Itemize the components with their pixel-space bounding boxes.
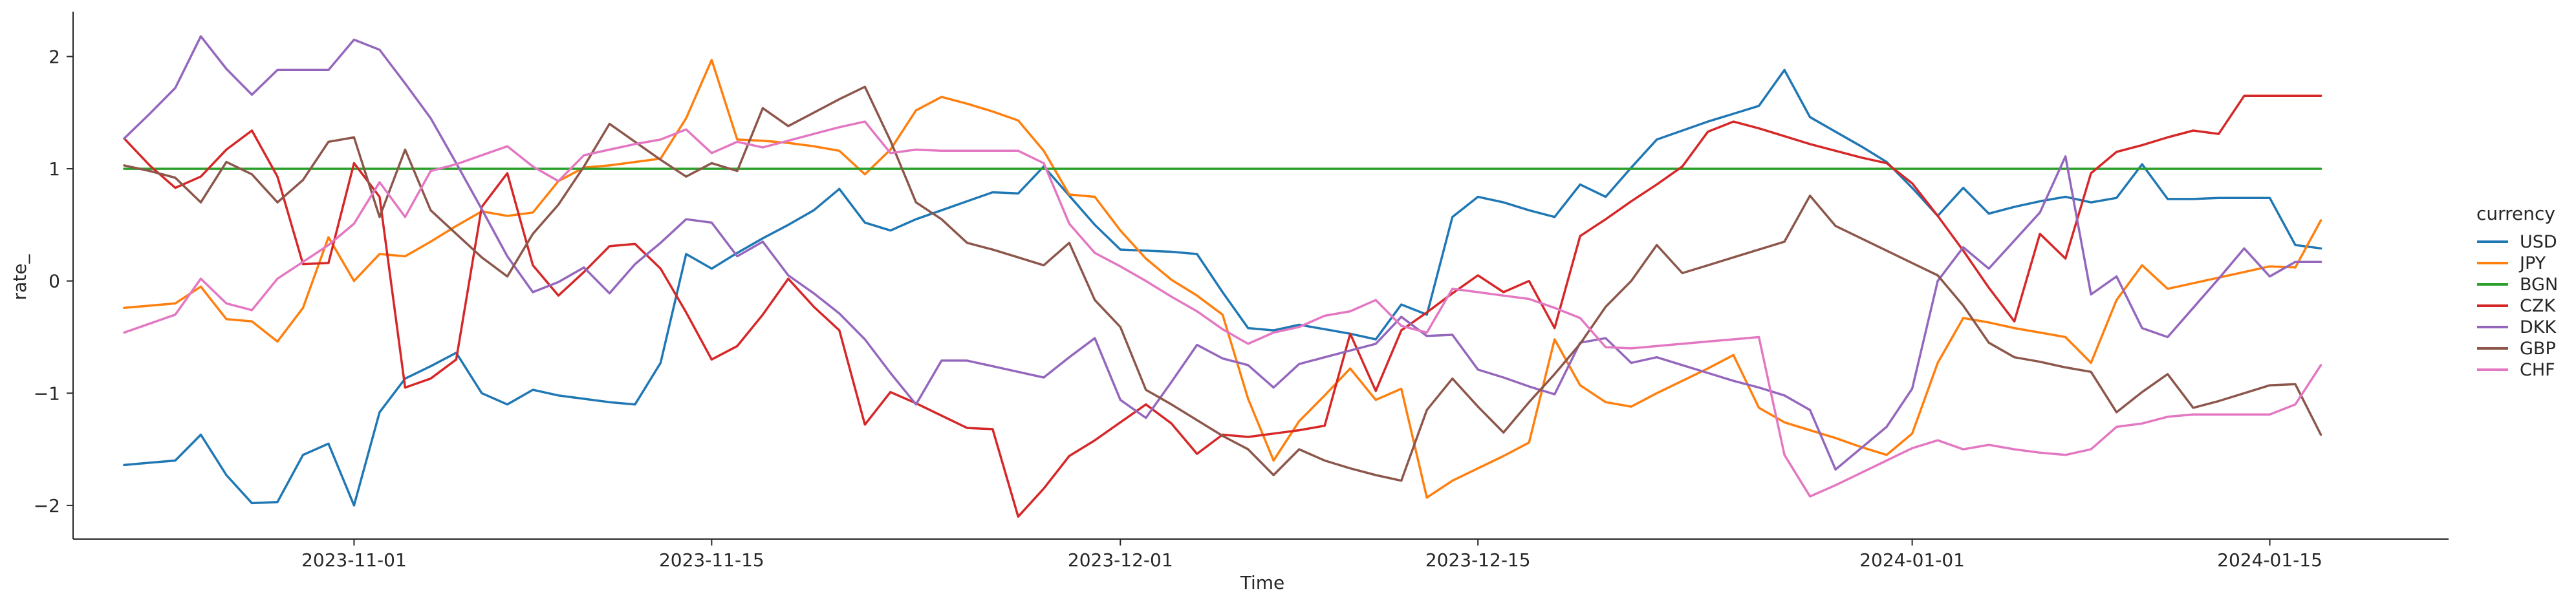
legend-label-bgn: BGN: [2520, 275, 2558, 295]
series-line-chf: [123, 120, 2322, 498]
series-line-dkk: [123, 35, 2322, 471]
legend-label-dkk: DKK: [2520, 317, 2557, 337]
y-tick-label: 0: [49, 271, 60, 292]
legend-title: currency: [2476, 203, 2555, 224]
axes: [72, 12, 2449, 540]
y-tick-label: 2: [49, 46, 60, 67]
x-tick-label: 2023-12-01: [1068, 549, 1173, 571]
series-line-usd: [123, 69, 2322, 507]
x-tick-label: 2023-12-15: [1425, 549, 1531, 571]
legend-label-chf: CHF: [2520, 360, 2555, 380]
plot-lines: [123, 35, 2322, 518]
series-line-gbp: [123, 85, 2322, 482]
x-tick-label: 2024-01-15: [2217, 549, 2322, 571]
y-ticks: −2 −1 0 1 2: [34, 46, 73, 516]
y-axis-label: rate_: [9, 254, 30, 301]
y-tick-label: −1: [34, 383, 60, 404]
y-tick-label: −2: [34, 495, 60, 516]
x-tick-label: 2023-11-15: [659, 549, 764, 571]
y-tick-label: 1: [49, 158, 60, 180]
x-tick-label: 2023-11-01: [301, 549, 407, 571]
x-ticks: 2023-11-01 2023-11-15 2023-12-01 2023-12-15…: [301, 539, 2322, 571]
legend-label-gbp: GBP: [2520, 339, 2556, 359]
series-line-jpy: [123, 58, 2322, 499]
legend-label-usd: USD: [2520, 232, 2557, 252]
legend-label-czk: CZK: [2520, 296, 2556, 316]
x-axis-label: Time: [1240, 572, 1285, 593]
x-tick-label: 2024-01-01: [1859, 549, 1965, 571]
legend-label-jpy: JPY: [2518, 253, 2546, 273]
